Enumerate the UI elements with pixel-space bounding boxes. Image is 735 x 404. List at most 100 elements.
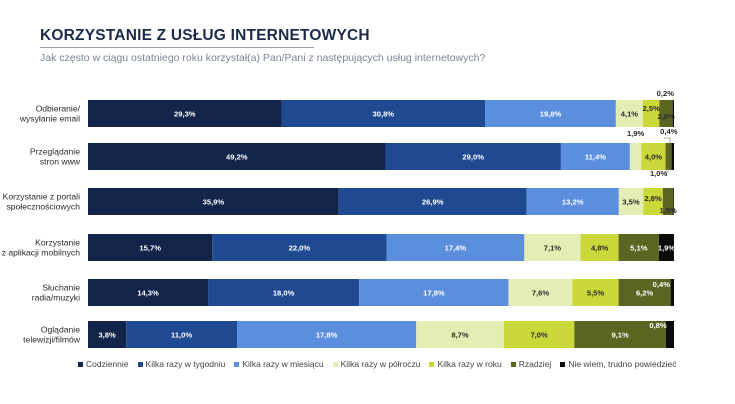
bar-segment (665, 321, 674, 348)
bar-segment (503, 321, 575, 348)
data-label: 8,7% (451, 331, 469, 340)
bar-segment (658, 234, 674, 261)
chart-legend: Codziennie Kilka razy w tygodniu Kilka raz… (78, 359, 677, 369)
bar-segment (208, 279, 360, 306)
legend-item: Nie wiem, trudno powiedzieć (560, 359, 677, 369)
bar-segment (88, 321, 127, 348)
category-label: Odbieranie/wysyłanie email (19, 103, 81, 123)
bar-segment (665, 143, 672, 170)
bar-segment (580, 234, 619, 261)
legend-swatch (560, 361, 566, 367)
bar-segment (672, 100, 674, 127)
bar-segment (88, 100, 282, 127)
legend-swatch (429, 361, 435, 367)
bar-segment (641, 143, 666, 170)
bar-segment (629, 143, 642, 170)
bar-segment (572, 279, 619, 306)
bar-segment (618, 279, 671, 306)
data-label: 7,6% (532, 289, 550, 298)
legend-label: Kilka razy w półroczu (340, 359, 421, 369)
category-label: Korzystanie z portali społecznościowych (3, 191, 81, 211)
data-label: 7,1% (544, 244, 562, 253)
legend-item: Kilka razy w roku (429, 359, 502, 369)
bar-segment (212, 234, 387, 261)
bar-segment (659, 100, 673, 127)
data-label: 3,8% (98, 331, 116, 340)
data-label: 6,2% (636, 289, 654, 298)
title-underline (40, 47, 314, 48)
data-label: 4,8% (591, 244, 609, 253)
bar-segment (485, 100, 616, 127)
bar-segment (642, 100, 660, 127)
legend-swatch (234, 361, 240, 367)
chart-title: KORZYSTANIE Z USŁUG INTERNETOWYCH (40, 27, 370, 44)
bar-segment (385, 143, 561, 170)
data-label: 35,9% (203, 198, 225, 207)
data-label: 11,0% (171, 331, 192, 340)
category-label: Słuchanie radia/muzyki (32, 282, 80, 302)
data-label: 2,5% (643, 104, 661, 113)
data-label: 13,2% (562, 198, 584, 207)
data-label: 0,2% (657, 89, 675, 98)
leader-line (664, 137, 671, 143)
data-label: 4,1% (621, 110, 639, 119)
legend-label: Nie wiem, trudno powiedzieć (568, 359, 677, 369)
bar-segment (671, 143, 674, 170)
data-label: 1,9% (627, 129, 645, 138)
data-label: 1,0% (650, 169, 668, 178)
data-label: 5,1% (630, 244, 648, 253)
legend-label: Kilka razy w miesiącu (242, 359, 324, 369)
bar-segment (416, 321, 504, 348)
bar-segment (574, 321, 666, 348)
bar-segment (359, 279, 509, 306)
bar-segment (338, 188, 527, 215)
bar-segment (670, 279, 674, 306)
data-label: 17,4% (445, 244, 467, 253)
bar-segment (618, 188, 644, 215)
data-label: 15,7% (139, 244, 161, 253)
data-label: 5,5% (587, 289, 605, 298)
legend-swatch (78, 361, 83, 367)
bar-segment (524, 234, 581, 261)
legend-item: Rzadziej (510, 359, 552, 369)
legend-item: Kilka razy w półroczu (332, 359, 421, 369)
data-label: 0,8% (649, 321, 667, 330)
legend-label: Kilka razy w roku (437, 359, 502, 369)
category-label: Przeglądanie stron www (30, 146, 81, 166)
bar-segment (88, 279, 209, 306)
data-label: 30,8% (373, 110, 395, 119)
data-label: 7,0% (530, 331, 548, 340)
bar-segment (281, 100, 486, 127)
data-label: 3,5% (622, 198, 640, 207)
legend-label: Codziennie (86, 359, 129, 369)
data-label: 2,8% (644, 194, 662, 203)
legend-label: Kilka razy w tygodniu (145, 359, 226, 369)
leader-line (664, 168, 669, 173)
legend-swatch (137, 361, 143, 367)
data-label: 14,3% (137, 289, 159, 298)
data-label: 4,0% (645, 153, 663, 162)
data-label: 26,9% (422, 198, 444, 207)
bar-segment (88, 188, 339, 215)
data-label: 22,0% (289, 244, 311, 253)
data-label: 19,8% (540, 110, 562, 119)
data-label: 0,4% (653, 280, 671, 289)
legend-item: Kilka razy w miesiącu (234, 359, 324, 369)
bar-segment (88, 143, 386, 170)
bar-segment (615, 100, 643, 127)
bar-segment (237, 321, 417, 348)
bar-segment (618, 234, 659, 261)
data-label: 2,0% (657, 112, 675, 121)
data-label: 49,2% (226, 153, 248, 162)
legend-item: Kilka razy w tygodniu (137, 359, 226, 369)
bar-segment (126, 321, 238, 348)
data-label: 17,8% (423, 289, 445, 298)
bar-segment (386, 234, 525, 261)
data-label: 18,0% (273, 289, 295, 298)
data-label: 29,3% (174, 110, 196, 119)
legend-label: Rzadziej (518, 359, 552, 369)
category-label: Korzystanie z aplikacji mobilnych (2, 237, 81, 257)
legend-swatch (332, 361, 338, 367)
bar-segment (508, 279, 573, 306)
